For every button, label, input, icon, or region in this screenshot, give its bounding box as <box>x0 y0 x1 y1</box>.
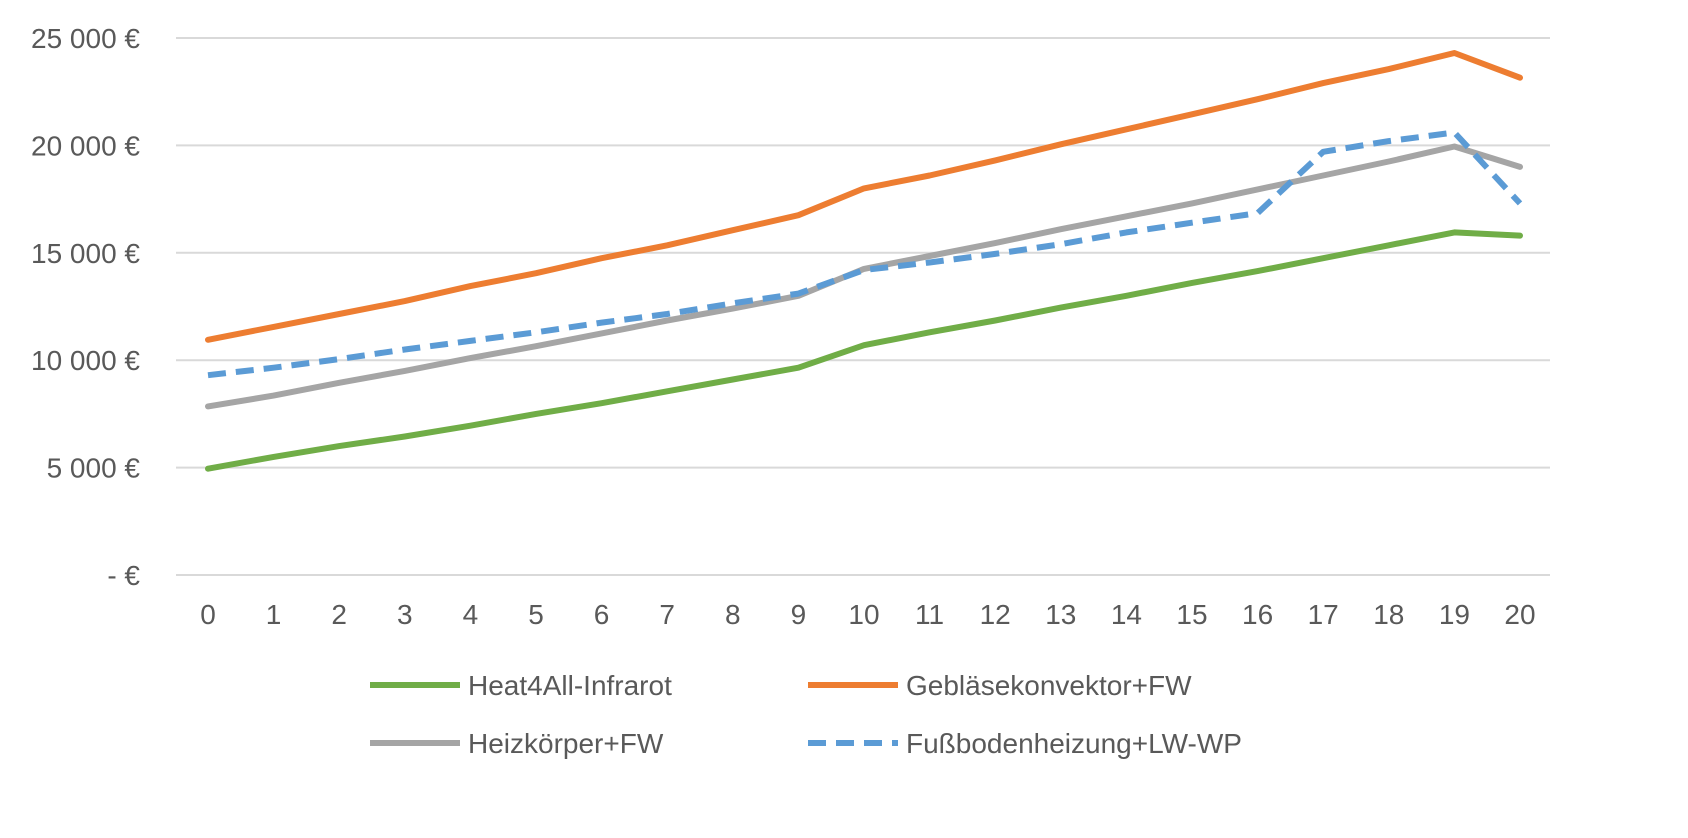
x-tick-label: 6 <box>594 599 610 630</box>
x-tick-label: 5 <box>528 599 544 630</box>
series-line-1 <box>205 50 1523 343</box>
y-tick-label: 15 000 € <box>31 238 140 269</box>
series-line-2 <box>205 143 1523 410</box>
legend-item: Fußbodenheizung+LW-WP <box>808 728 1242 759</box>
y-axis-tick-labels: - € 5 000 € 10 000 € 15 000 € 20 000 € 25 000… <box>31 23 140 591</box>
x-tick-label: 20 <box>1504 599 1535 630</box>
legend-item: Heizkörper+FW <box>370 728 664 759</box>
y-tick-label: 25 000 € <box>31 23 140 54</box>
legend-label: Heizkörper+FW <box>468 728 664 759</box>
legend-label: Gebläsekonvektor+FW <box>906 670 1192 701</box>
x-tick-label: 3 <box>397 599 413 630</box>
series-line-3 <box>207 129 1523 379</box>
series-line-0 <box>205 229 1523 472</box>
x-tick-label: 10 <box>848 599 879 630</box>
x-tick-label: 7 <box>659 599 675 630</box>
legend-item: Heat4All-Infrarot <box>370 670 672 701</box>
x-tick-label: 15 <box>1176 599 1207 630</box>
gridlines <box>176 37 1550 576</box>
y-tick-label: 20 000 € <box>31 130 140 161</box>
x-tick-label: 18 <box>1373 599 1404 630</box>
legend-label: Heat4All-Infrarot <box>468 670 672 701</box>
x-tick-label: 2 <box>331 599 347 630</box>
y-tick-label: 10 000 € <box>31 345 140 376</box>
legend-item: Gebläsekonvektor+FW <box>808 670 1192 701</box>
y-tick-label: 5 000 € <box>47 453 141 484</box>
x-tick-label: 1 <box>266 599 282 630</box>
x-tick-label: 11 <box>915 599 944 630</box>
x-tick-label: 4 <box>463 599 479 630</box>
x-axis-tick-labels: 0 1 2 3 4 5 6 7 8 9 10 11 12 13 14 15 16 17 18 19 20 <box>200 599 1535 630</box>
x-tick-label: 8 <box>725 599 741 630</box>
y-tick-label: - € <box>107 560 140 591</box>
series-lines <box>205 50 1523 472</box>
legend: Heat4All-Infrarot Gebläsekonvektor+FW Heiz… <box>370 670 1242 759</box>
x-tick-label: 14 <box>1111 599 1142 630</box>
x-tick-label: 16 <box>1242 599 1273 630</box>
x-tick-label: 12 <box>980 599 1011 630</box>
x-tick-label: 19 <box>1439 599 1470 630</box>
legend-label: Fußbodenheizung+LW-WP <box>906 728 1242 759</box>
x-tick-label: 17 <box>1308 599 1339 630</box>
x-tick-label: 0 <box>200 599 216 630</box>
x-tick-label: 9 <box>791 599 807 630</box>
x-tick-label: 13 <box>1045 599 1076 630</box>
